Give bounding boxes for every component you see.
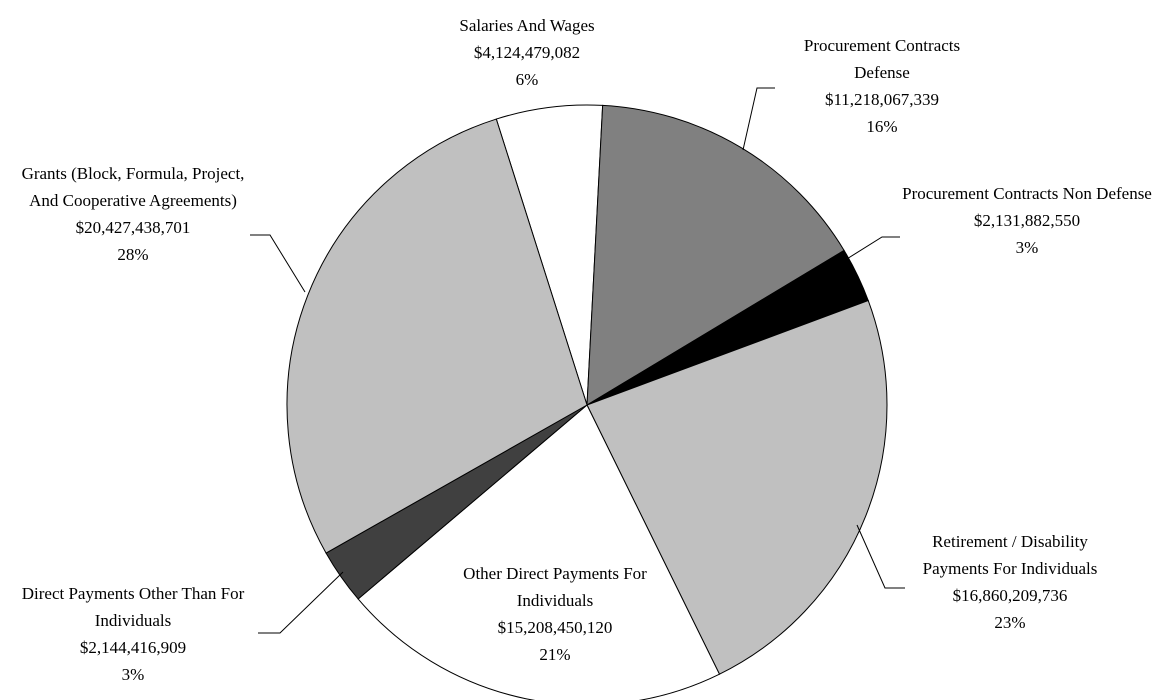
percent-label: 16% xyxy=(866,117,898,136)
slice-label: Grants (Block, Formula, Project, And Coo… xyxy=(13,160,253,268)
percent-label: 21% xyxy=(539,645,571,664)
category-name: Salaries And Wages xyxy=(459,16,595,35)
category-name: Grants (Block, Formula, Project, And Coo… xyxy=(21,164,245,210)
value-label: $2,131,882,550 xyxy=(973,211,1081,230)
category-name: Other Direct Payments For Individuals xyxy=(463,564,647,610)
percent-label: 23% xyxy=(994,613,1026,632)
value-label: $2,144,416,909 xyxy=(79,638,187,657)
leader-line xyxy=(856,524,905,589)
leader-line xyxy=(742,87,775,151)
pie-slice xyxy=(286,118,588,554)
slice-label: Procurement Contracts Defense $11,218,067… xyxy=(782,32,982,140)
percent-label: 3% xyxy=(1015,238,1039,257)
leader-line xyxy=(250,234,306,293)
value-label: $20,427,438,701 xyxy=(75,218,191,237)
pie-slice xyxy=(357,404,721,700)
category-name: Retirement / Disability Payments For Ind… xyxy=(922,532,1098,578)
category-name: Procurement Contracts Non Defense xyxy=(902,184,1152,203)
leader-line xyxy=(258,571,344,634)
category-name: Direct Payments Other Than For Individua… xyxy=(21,584,245,630)
value-label: $15,208,450,120 xyxy=(497,618,613,637)
leader-line xyxy=(841,236,900,263)
percent-label: 6% xyxy=(515,70,539,89)
percent-label: 28% xyxy=(117,245,149,264)
leader-lines xyxy=(250,87,905,634)
slice-label: Direct Payments Other Than For Individua… xyxy=(1,580,266,688)
percent-label: 3% xyxy=(121,665,145,684)
slice-label: Retirement / Disability Payments For Ind… xyxy=(900,528,1120,636)
value-label: $16,860,209,736 xyxy=(952,586,1068,605)
value-label: $11,218,067,339 xyxy=(824,90,940,109)
pie-slice xyxy=(586,299,888,675)
slices xyxy=(286,104,888,700)
slice-label: Other Direct Payments For Individuals $15… xyxy=(430,560,680,668)
pie-slice xyxy=(586,104,845,406)
slice-label: Procurement Contracts Non Defense $2,131,… xyxy=(902,180,1152,261)
category-name: Procurement Contracts Defense xyxy=(803,36,961,82)
slice-label: Salaries And Wages $4,124,479,082 6% xyxy=(427,12,627,93)
value-label: $4,124,479,082 xyxy=(473,43,581,62)
